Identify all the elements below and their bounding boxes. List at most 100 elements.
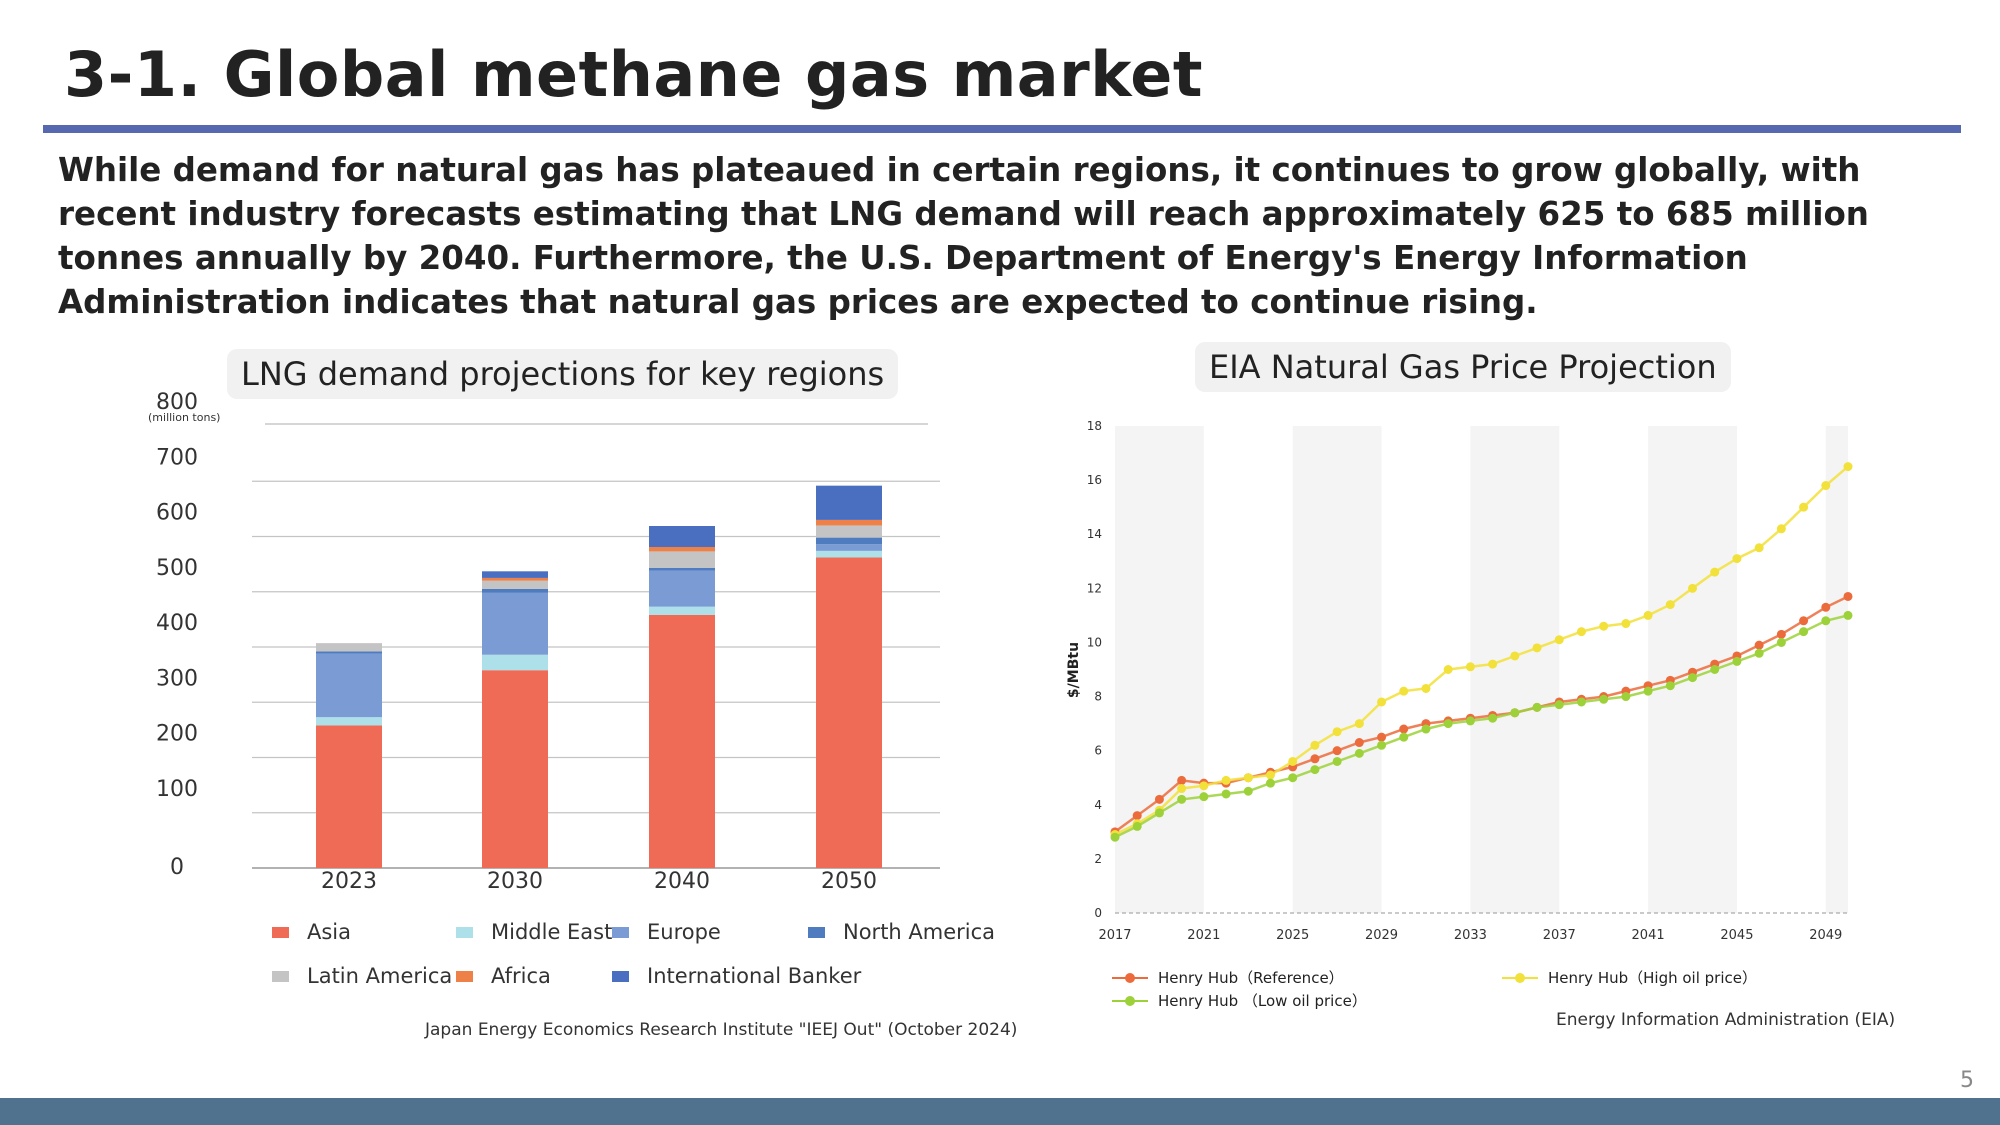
eia-chart-heading: EIA Natural Gas Price Projection <box>1195 342 1731 392</box>
page-number: 5 <box>1960 1068 1974 1093</box>
data-point-henry-hub-low-oil-price <box>1576 697 1586 707</box>
y-tick-label: 300 <box>156 666 198 691</box>
bar-segment-asia <box>316 725 382 868</box>
data-point-henry-hub-low-oil-price <box>1688 673 1698 683</box>
bar-segment-europe <box>316 653 382 718</box>
data-point-henry-hub-high-oil-price <box>1199 781 1209 791</box>
intro-paragraph: While demand for natural gas has plateau… <box>58 151 1869 321</box>
data-point-henry-hub-reference <box>1399 724 1409 734</box>
data-point-henry-hub-reference <box>1154 794 1164 804</box>
legend-label: Henry Hub（High oil price） <box>1548 969 1757 987</box>
legend-swatch <box>612 970 629 982</box>
data-point-henry-hub-high-oil-price <box>1421 683 1431 693</box>
legend-item-henry-hub-high-oil-price: Henry Hub（High oil price） <box>1502 967 1757 988</box>
data-point-henry-hub-low-oil-price <box>1532 702 1542 712</box>
bar-segment-north-america <box>316 651 382 654</box>
data-point-henry-hub-high-oil-price <box>1288 756 1298 766</box>
data-point-henry-hub-low-oil-price <box>1332 756 1342 766</box>
data-point-henry-hub-high-oil-price <box>1665 600 1675 610</box>
data-point-henry-hub-low-oil-price <box>1132 821 1142 831</box>
bar-segment-north-america <box>816 537 882 545</box>
bar-segment-international-banker <box>816 485 882 520</box>
data-point-henry-hub-reference <box>1332 746 1342 756</box>
legend-swatch <box>1112 995 1148 1006</box>
data-point-henry-hub-low-oil-price <box>1621 692 1631 702</box>
data-point-henry-hub-low-oil-price <box>1421 724 1431 734</box>
data-point-henry-hub-reference <box>1310 754 1320 764</box>
legend-label: Middle East <box>491 920 613 944</box>
bar-segment-latin-america <box>316 643 382 652</box>
legend-item-henry-hub-reference: Henry Hub（Reference） <box>1112 967 1344 988</box>
legend-swatch <box>1502 972 1538 983</box>
x-tick-label: 2040 <box>654 869 710 894</box>
legend-swatch <box>456 970 473 982</box>
data-point-henry-hub-low-oil-price <box>1710 665 1720 674</box>
bar-segment-europe <box>649 570 715 607</box>
data-point-henry-hub-low-oil-price <box>1443 719 1453 729</box>
y-tick-label: 800 <box>156 390 198 415</box>
data-point-henry-hub-low-oil-price <box>1177 794 1187 804</box>
data-point-henry-hub-high-oil-price <box>1177 784 1187 794</box>
data-point-henry-hub-low-oil-price <box>1843 610 1853 620</box>
y-tick-label: 4 <box>1094 798 1102 812</box>
data-point-henry-hub-high-oil-price <box>1643 610 1653 620</box>
x-tick-label: 2025 <box>1276 928 1309 943</box>
data-point-henry-hub-low-oil-price <box>1221 789 1231 799</box>
y-axis-label: $/MBtu <box>1066 642 1082 698</box>
data-point-henry-hub-high-oil-price <box>1443 665 1453 674</box>
data-point-henry-hub-high-oil-price <box>1621 619 1631 629</box>
x-tick-label: 2029 <box>1365 928 1398 943</box>
data-point-henry-hub-low-oil-price <box>1465 716 1475 726</box>
y-tick-label: 500 <box>156 556 198 581</box>
data-point-henry-hub-high-oil-price <box>1377 697 1387 707</box>
data-point-henry-hub-high-oil-price <box>1465 662 1475 672</box>
background-band <box>1470 426 1560 913</box>
bar-segment-north-america <box>482 588 548 593</box>
legend-label: Latin America <box>307 964 453 988</box>
data-point-henry-hub-high-oil-price <box>1354 719 1364 729</box>
bar-segment-latin-america <box>482 580 548 589</box>
lng-source-note: Japan Energy Economics Research Institut… <box>425 1020 1018 1040</box>
data-point-henry-hub-low-oil-price <box>1732 656 1742 666</box>
y-unit-label: (million tons) <box>148 411 220 424</box>
legend-item-latin-america: Latin America <box>272 964 452 988</box>
bar-segment-international-banker <box>482 571 548 578</box>
data-point-henry-hub-low-oil-price <box>1821 616 1831 626</box>
data-point-henry-hub-low-oil-price <box>1265 778 1275 788</box>
data-point-henry-hub-reference <box>1754 640 1764 650</box>
data-point-henry-hub-low-oil-price <box>1554 700 1564 710</box>
legend-swatch <box>612 926 629 938</box>
background-band <box>1115 426 1204 913</box>
legend-swatch <box>456 926 473 938</box>
data-point-henry-hub-high-oil-price <box>1243 773 1253 783</box>
lng-chart-heading: LNG demand projections for key regions <box>227 349 899 399</box>
line-henry-hub-high-oil-price <box>1114 465 1849 836</box>
y-tick-label: 100 <box>156 777 198 802</box>
data-point-henry-hub-low-oil-price <box>1643 686 1653 696</box>
data-point-henry-hub-low-oil-price <box>1110 832 1120 842</box>
bar-segment-middle-east <box>482 654 548 671</box>
line-henry-hub-reference <box>1114 595 1849 833</box>
y-tick-label: 10 <box>1087 635 1102 649</box>
bar-segment-international-banker <box>649 526 715 547</box>
data-point-henry-hub-reference <box>1132 811 1142 821</box>
legend-item-middle-east: Middle East <box>456 920 612 944</box>
data-point-henry-hub-reference <box>1177 775 1187 785</box>
legend-swatch <box>272 926 289 938</box>
y-tick-label: 8 <box>1094 690 1102 704</box>
legend-swatch <box>272 970 289 982</box>
data-point-henry-hub-reference <box>1821 602 1831 612</box>
bar-segment-africa <box>649 546 715 552</box>
slide-title: 3-1. Global methane gas market <box>64 38 1203 111</box>
data-point-henry-hub-low-oil-price <box>1354 748 1364 758</box>
legend-item-henry-hub-low-oil-price: Henry Hub （Low oil price） <box>1112 990 1367 1011</box>
data-point-henry-hub-low-oil-price <box>1488 713 1498 723</box>
data-point-henry-hub-high-oil-price <box>1332 727 1342 737</box>
bar-segment-africa <box>482 577 548 581</box>
legend-item-international-banker: International Banker <box>612 964 861 988</box>
data-point-henry-hub-low-oil-price <box>1288 773 1298 783</box>
x-tick-label: 2049 <box>1809 928 1842 943</box>
data-point-henry-hub-high-oil-price <box>1554 635 1564 645</box>
bar-segment-latin-america <box>816 525 882 538</box>
data-point-henry-hub-low-oil-price <box>1399 732 1409 742</box>
